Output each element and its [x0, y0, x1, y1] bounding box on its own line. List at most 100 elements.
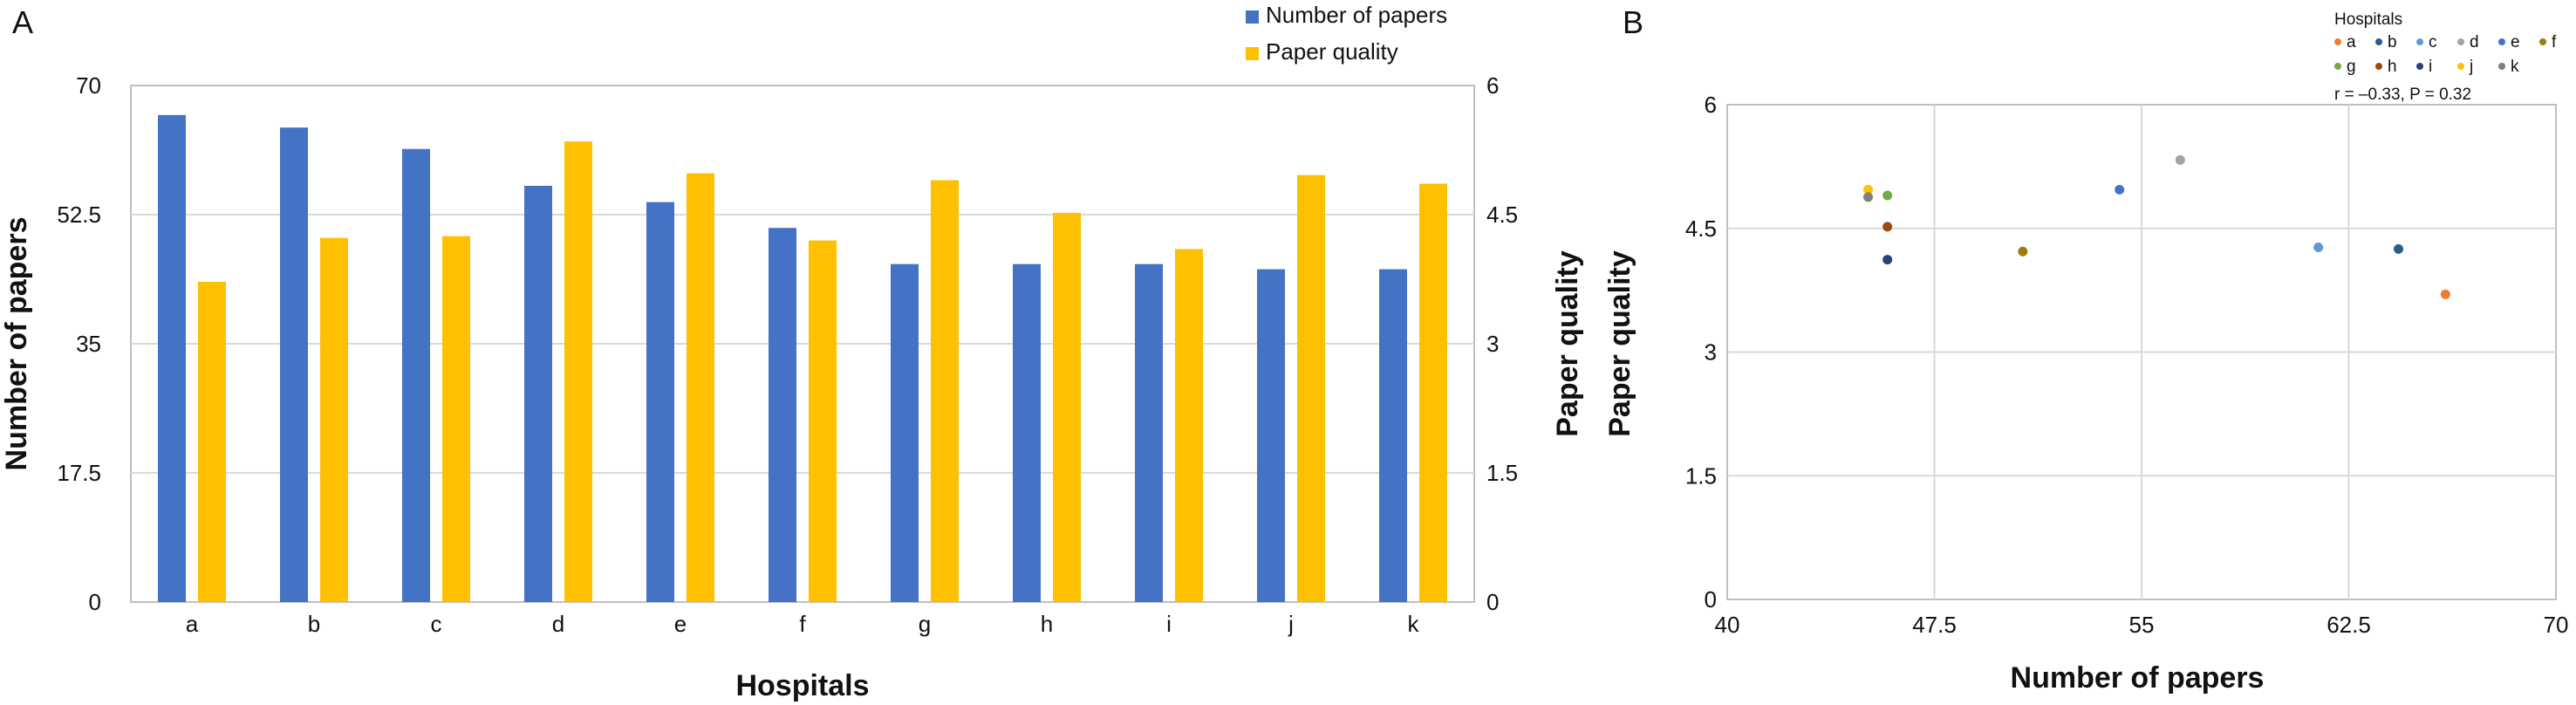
point-j [1863, 184, 1873, 195]
legend-marker [2334, 38, 2341, 45]
bar-quality-k [1419, 183, 1447, 603]
category-label: i [1166, 611, 1172, 637]
legend-label: f [2552, 33, 2557, 51]
bar-papers-e [646, 202, 674, 602]
bar-papers-a [158, 114, 186, 603]
bar-left-axis-ticks: 0 17.5 35 52.5 70 [57, 72, 101, 615]
bar-papers-h [1013, 264, 1041, 602]
scatter-points [1863, 154, 2450, 299]
legend-label: b [2388, 33, 2397, 51]
bar-quality-c [442, 236, 470, 602]
bar-legend: Number of papers Paper quality [1246, 2, 1447, 65]
point-d [2175, 154, 2185, 165]
panel-a-label: A [12, 4, 33, 40]
bar-gridlines [131, 214, 1474, 474]
y-tick-label: 1.5 [1685, 462, 1717, 489]
legend-marker [2457, 38, 2464, 45]
right-tick-label: 3 [1486, 331, 1499, 357]
legend-marker [2498, 63, 2505, 70]
point-a [2440, 289, 2450, 299]
bar-papers-k [1379, 269, 1407, 602]
bar-papers-c [402, 148, 430, 602]
scatter-y-axis-title: Paper quality [1603, 250, 1636, 437]
bar-quality-a [198, 281, 226, 602]
bar-papers-i [1135, 264, 1163, 602]
legend-label: a [2347, 33, 2356, 51]
x-tick-label: 55 [2129, 612, 2155, 638]
x-tick-label: 62.5 [2327, 612, 2371, 638]
bar-papers-g [891, 264, 919, 602]
y-tick-label: 4.5 [1685, 216, 1717, 242]
panel-b: B 0 1.5 3 4.5 6 40 47.5 55 62.5 70 Hospitals a b c d… [1603, 4, 2568, 695]
category-label: f [799, 611, 806, 637]
right-tick-label: 0 [1486, 589, 1499, 615]
bar-right-axis-ticks: 0 1.5 3 4.5 6 [1486, 72, 1518, 615]
scatter-gridlines [1727, 105, 2556, 599]
legend-marker [2498, 38, 2505, 45]
category-label: j [1288, 611, 1294, 637]
point-h [1882, 222, 1893, 232]
correlation-annotation: r = –0.33, P = 0.32 [2334, 86, 2471, 104]
bar-category-ticks: a b c d e f g h i j k [186, 611, 1420, 637]
legend-label: e [2511, 33, 2520, 51]
category-label: k [1408, 611, 1420, 637]
x-tick-label: 47.5 [1912, 612, 1957, 638]
point-f [2018, 246, 2028, 257]
legend-label: Number of papers [1266, 2, 1447, 28]
right-tick-label: 4.5 [1486, 202, 1518, 228]
legend-swatch [1246, 10, 1259, 24]
legend-label: c [2429, 33, 2437, 51]
legend-title: Hospitals [2334, 10, 2402, 29]
legend-label: Paper quality [1266, 38, 1398, 65]
y-tick-label: 3 [1705, 339, 1717, 366]
x-tick-label: 70 [2544, 612, 2569, 638]
scatter-legend: Hospitals a b c d e f g h i j k [2334, 10, 2557, 76]
left-tick-label: 70 [76, 72, 101, 99]
left-tick-label: 52.5 [57, 202, 101, 228]
legend-label: k [2511, 58, 2519, 76]
scatter-x-axis-ticks: 40 47.5 55 62.5 70 [1715, 612, 2569, 638]
point-b [2394, 243, 2403, 254]
legend-label: d [2470, 33, 2479, 51]
bar-x-axis-title: Hospitals [735, 669, 869, 702]
legend-marker [2375, 38, 2382, 45]
legend-label: j [2469, 58, 2473, 76]
point-i [1882, 255, 1893, 265]
bar-y-axis-title: Number of papers [0, 217, 33, 471]
bar-y2-axis-title: Paper quality [1551, 250, 1584, 437]
panel-b-label: B [1623, 4, 1643, 40]
category-label: b [308, 611, 320, 637]
legend-label: h [2388, 58, 2397, 76]
legend-label: i [2429, 58, 2432, 76]
point-c [2313, 242, 2324, 252]
category-label: d [552, 611, 564, 637]
point-g [1882, 190, 1893, 201]
bar-papers-j [1257, 269, 1285, 602]
legend-swatch [1246, 47, 1259, 60]
bar-series [158, 114, 1447, 603]
y-tick-label: 6 [1705, 92, 1717, 118]
x-tick-label: 40 [1715, 612, 1740, 638]
category-label: h [1041, 611, 1053, 637]
legend-marker [2375, 63, 2382, 70]
legend-marker [2416, 38, 2423, 45]
bar-papers-b [280, 127, 308, 603]
legend-label: g [2347, 58, 2356, 76]
point-k [1863, 192, 1873, 202]
left-tick-label: 0 [89, 589, 101, 615]
category-label: e [674, 611, 687, 637]
category-label: g [919, 611, 931, 637]
scatter-y-axis-ticks: 0 1.5 3 4.5 6 [1685, 92, 1717, 613]
bar-quality-e [687, 173, 714, 602]
bar-quality-g [931, 180, 959, 603]
bar-quality-d [564, 141, 592, 603]
bar-papers-f [769, 228, 796, 602]
bar-quality-f [809, 240, 837, 602]
scatter-x-axis-title: Number of papers [2011, 661, 2265, 695]
bar-quality-h [1053, 213, 1081, 602]
left-tick-label: 17.5 [57, 460, 101, 486]
right-tick-label: 6 [1486, 72, 1499, 99]
left-tick-label: 35 [76, 331, 101, 357]
bar-quality-j [1297, 175, 1325, 602]
